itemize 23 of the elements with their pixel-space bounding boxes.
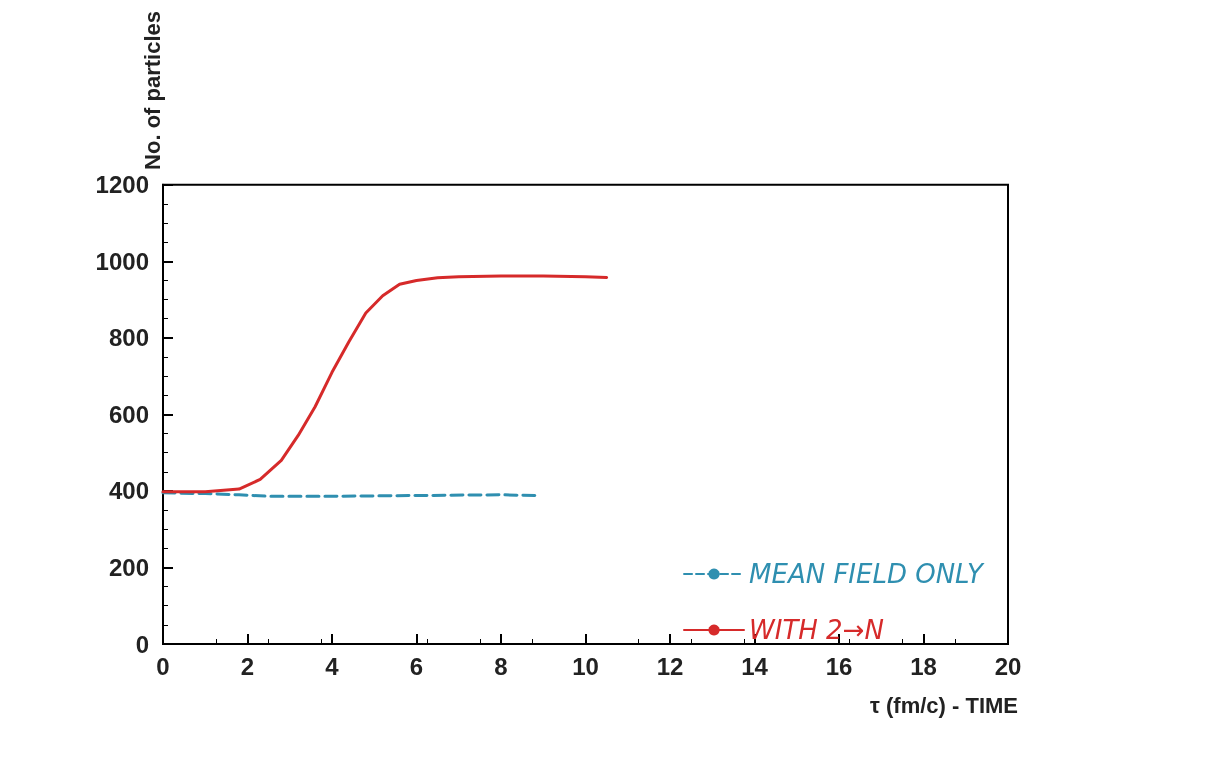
x-tick-label: 2 [240,652,255,680]
y-tick-label: 200 [108,553,149,581]
x-tick-label: 16 [825,652,853,680]
x-axis-title: τ (fm/c) - TIME [870,692,1018,718]
x-tick-label: 18 [910,652,937,680]
x-tick-label: 10 [572,652,599,680]
legend-label: MEAN FIELD ONLY [749,559,986,589]
x-tick-label: 20 [994,652,1022,680]
y-tick-label: 600 [108,400,149,428]
y-tick-label: 400 [108,477,149,505]
legend-label: WITH 2→N [749,615,884,645]
y-tick-label: 1200 [95,171,149,199]
y-tick-label: 800 [108,324,149,352]
x-tick-label: 12 [656,652,684,680]
line-series [161,274,609,494]
y-tick-label: 0 [135,630,149,658]
y-tick-label: 1000 [95,247,149,275]
x-tick-label: 8 [494,652,508,680]
x-tick-label: 6 [409,652,424,680]
x-tick-label: 14 [741,652,769,680]
x-tick-label: 0 [156,652,170,680]
y-axis-title: No. of particles [139,11,165,170]
x-tick-label: 4 [325,652,340,680]
